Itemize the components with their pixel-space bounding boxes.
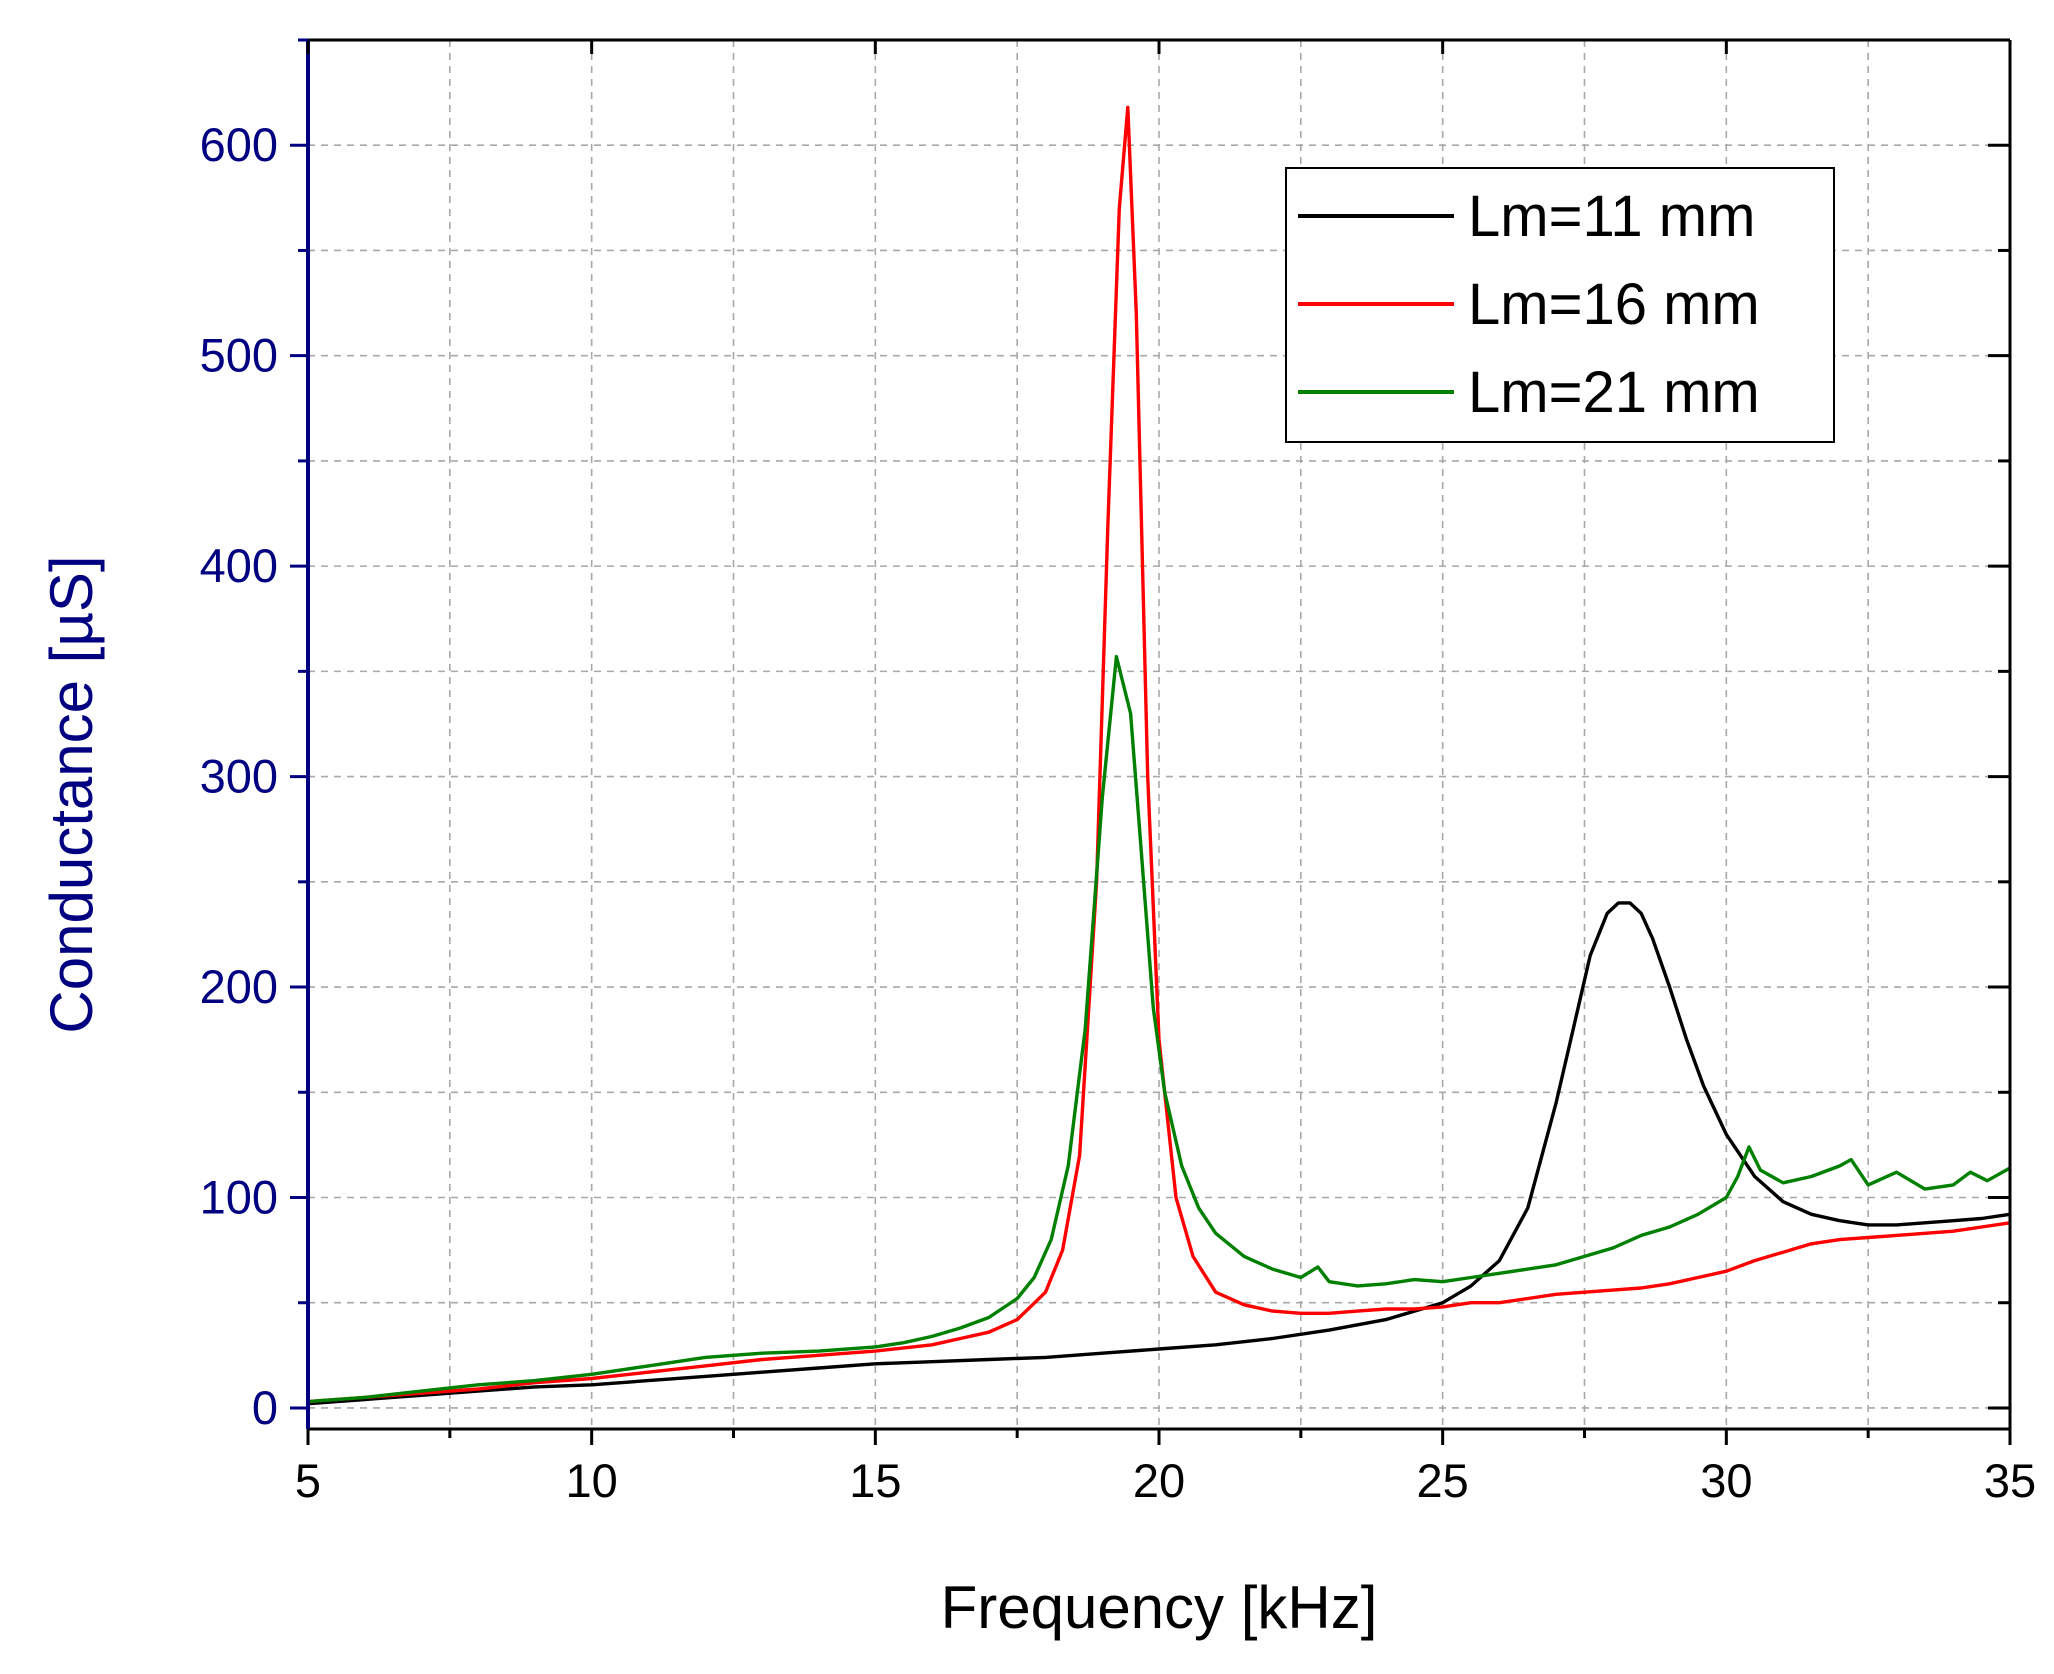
legend-label-2: Lm=16 mm <box>1468 272 1760 337</box>
legend-label-3: Lm=21 mm <box>1468 360 1760 425</box>
x-tick-label: 25 <box>1417 1454 1469 1507</box>
axes: 5 10 15 20 25 30 35 0 100 200 300 400 500 600 <box>200 38 2036 1507</box>
x-axis-title: Frequency [kHz] <box>941 1574 1378 1641</box>
y-tick-label: 500 <box>200 329 278 382</box>
x-tick-label: 15 <box>849 1454 901 1507</box>
series-line-2 <box>307 105 2011 1404</box>
y-tick-label: 200 <box>200 960 278 1013</box>
legend: Lm=11 mm Lm=16 mm Lm=21 mm <box>1285 167 1835 443</box>
x-tick-label: 10 <box>566 1454 618 1507</box>
legend-label-1: Lm=11 mm <box>1468 184 1755 249</box>
y-tick-label: 600 <box>200 118 278 171</box>
y-tick-label: 300 <box>200 750 278 803</box>
y-tick-label: 0 <box>252 1381 278 1434</box>
x-tick-label: 30 <box>1700 1454 1752 1507</box>
y-tick-label: 400 <box>200 539 278 592</box>
y-axis-title: Conductance [µS] <box>38 555 105 1033</box>
x-tick-label: 35 <box>1984 1454 2036 1507</box>
x-tick-label: 5 <box>295 1454 321 1507</box>
y-tick-label: 100 <box>200 1171 278 1224</box>
series-line-1 <box>307 901 2011 1406</box>
series-group <box>307 105 2011 1406</box>
x-tick-label: 20 <box>1133 1454 1185 1507</box>
series-line-3 <box>307 654 2011 1404</box>
